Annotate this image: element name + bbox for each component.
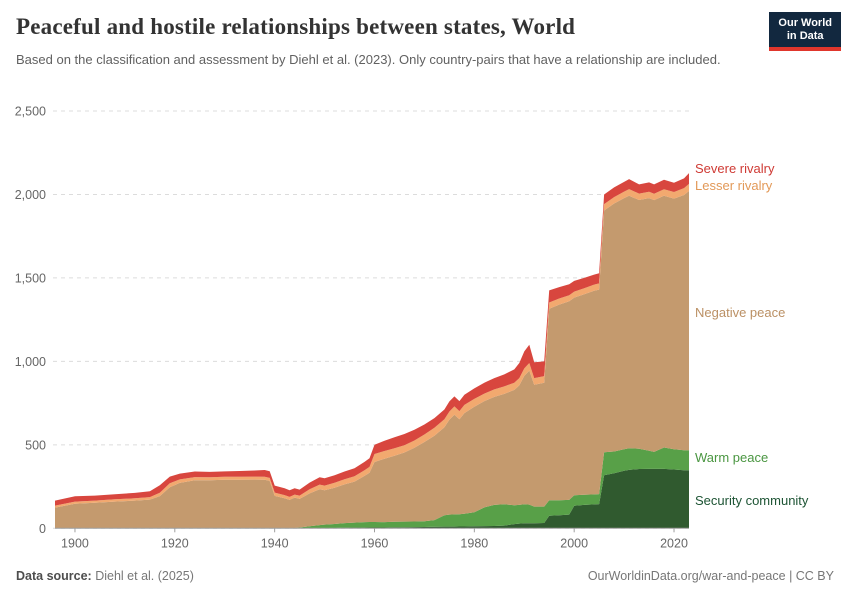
x-axis-tick-label: 1960 [361, 536, 389, 550]
logo-line-1: Our World [778, 17, 832, 29]
logo-line-2: in Data [786, 30, 824, 42]
x-axis-tick-label: 2000 [560, 536, 588, 550]
y-axis-tick-label: 2,500 [15, 105, 46, 119]
x-axis-tick-label: 1980 [460, 536, 488, 550]
data-source-label: Data source: [16, 569, 92, 583]
y-axis-tick-label: 1,500 [15, 271, 46, 285]
y-axis-tick-label: 2,000 [15, 188, 46, 202]
data-source-value: Diehl et al. (2025) [91, 569, 194, 583]
y-axis-tick-label: 0 [39, 522, 46, 536]
x-axis-tick-label: 2020 [660, 536, 688, 550]
x-axis-tick-label: 1900 [61, 536, 89, 550]
legend-warm-peace[interactable]: Warm peace [695, 450, 769, 465]
y-axis-tick-label: 500 [25, 438, 46, 452]
area-security-community[interactable] [55, 468, 689, 529]
legend-negative-peace[interactable]: Negative peace [695, 305, 786, 320]
legend-security-community[interactable]: Security community [695, 493, 809, 508]
owid-logo[interactable]: Our World in Data [769, 12, 841, 51]
page-subtitle: Based on the classification and assessme… [16, 52, 721, 67]
y-axis-tick-label: 1,000 [15, 355, 46, 369]
page-title: Peaceful and hostile relationships betwe… [16, 14, 576, 39]
x-axis-tick-label: 1920 [161, 536, 189, 550]
area-warm-peace[interactable] [55, 447, 689, 529]
x-axis-tick-label: 1940 [261, 536, 289, 550]
legend-severe-rivalry[interactable]: Severe rivalry [695, 161, 775, 176]
area-negative-peace[interactable] [55, 191, 689, 529]
legend-lesser-rivalry[interactable]: Lesser rivalry [695, 178, 773, 193]
license-note[interactable]: OurWorldinData.org/war-and-peace | CC BY [587, 569, 834, 583]
data-source: Data source: Diehl et al. (2025) [16, 569, 194, 583]
